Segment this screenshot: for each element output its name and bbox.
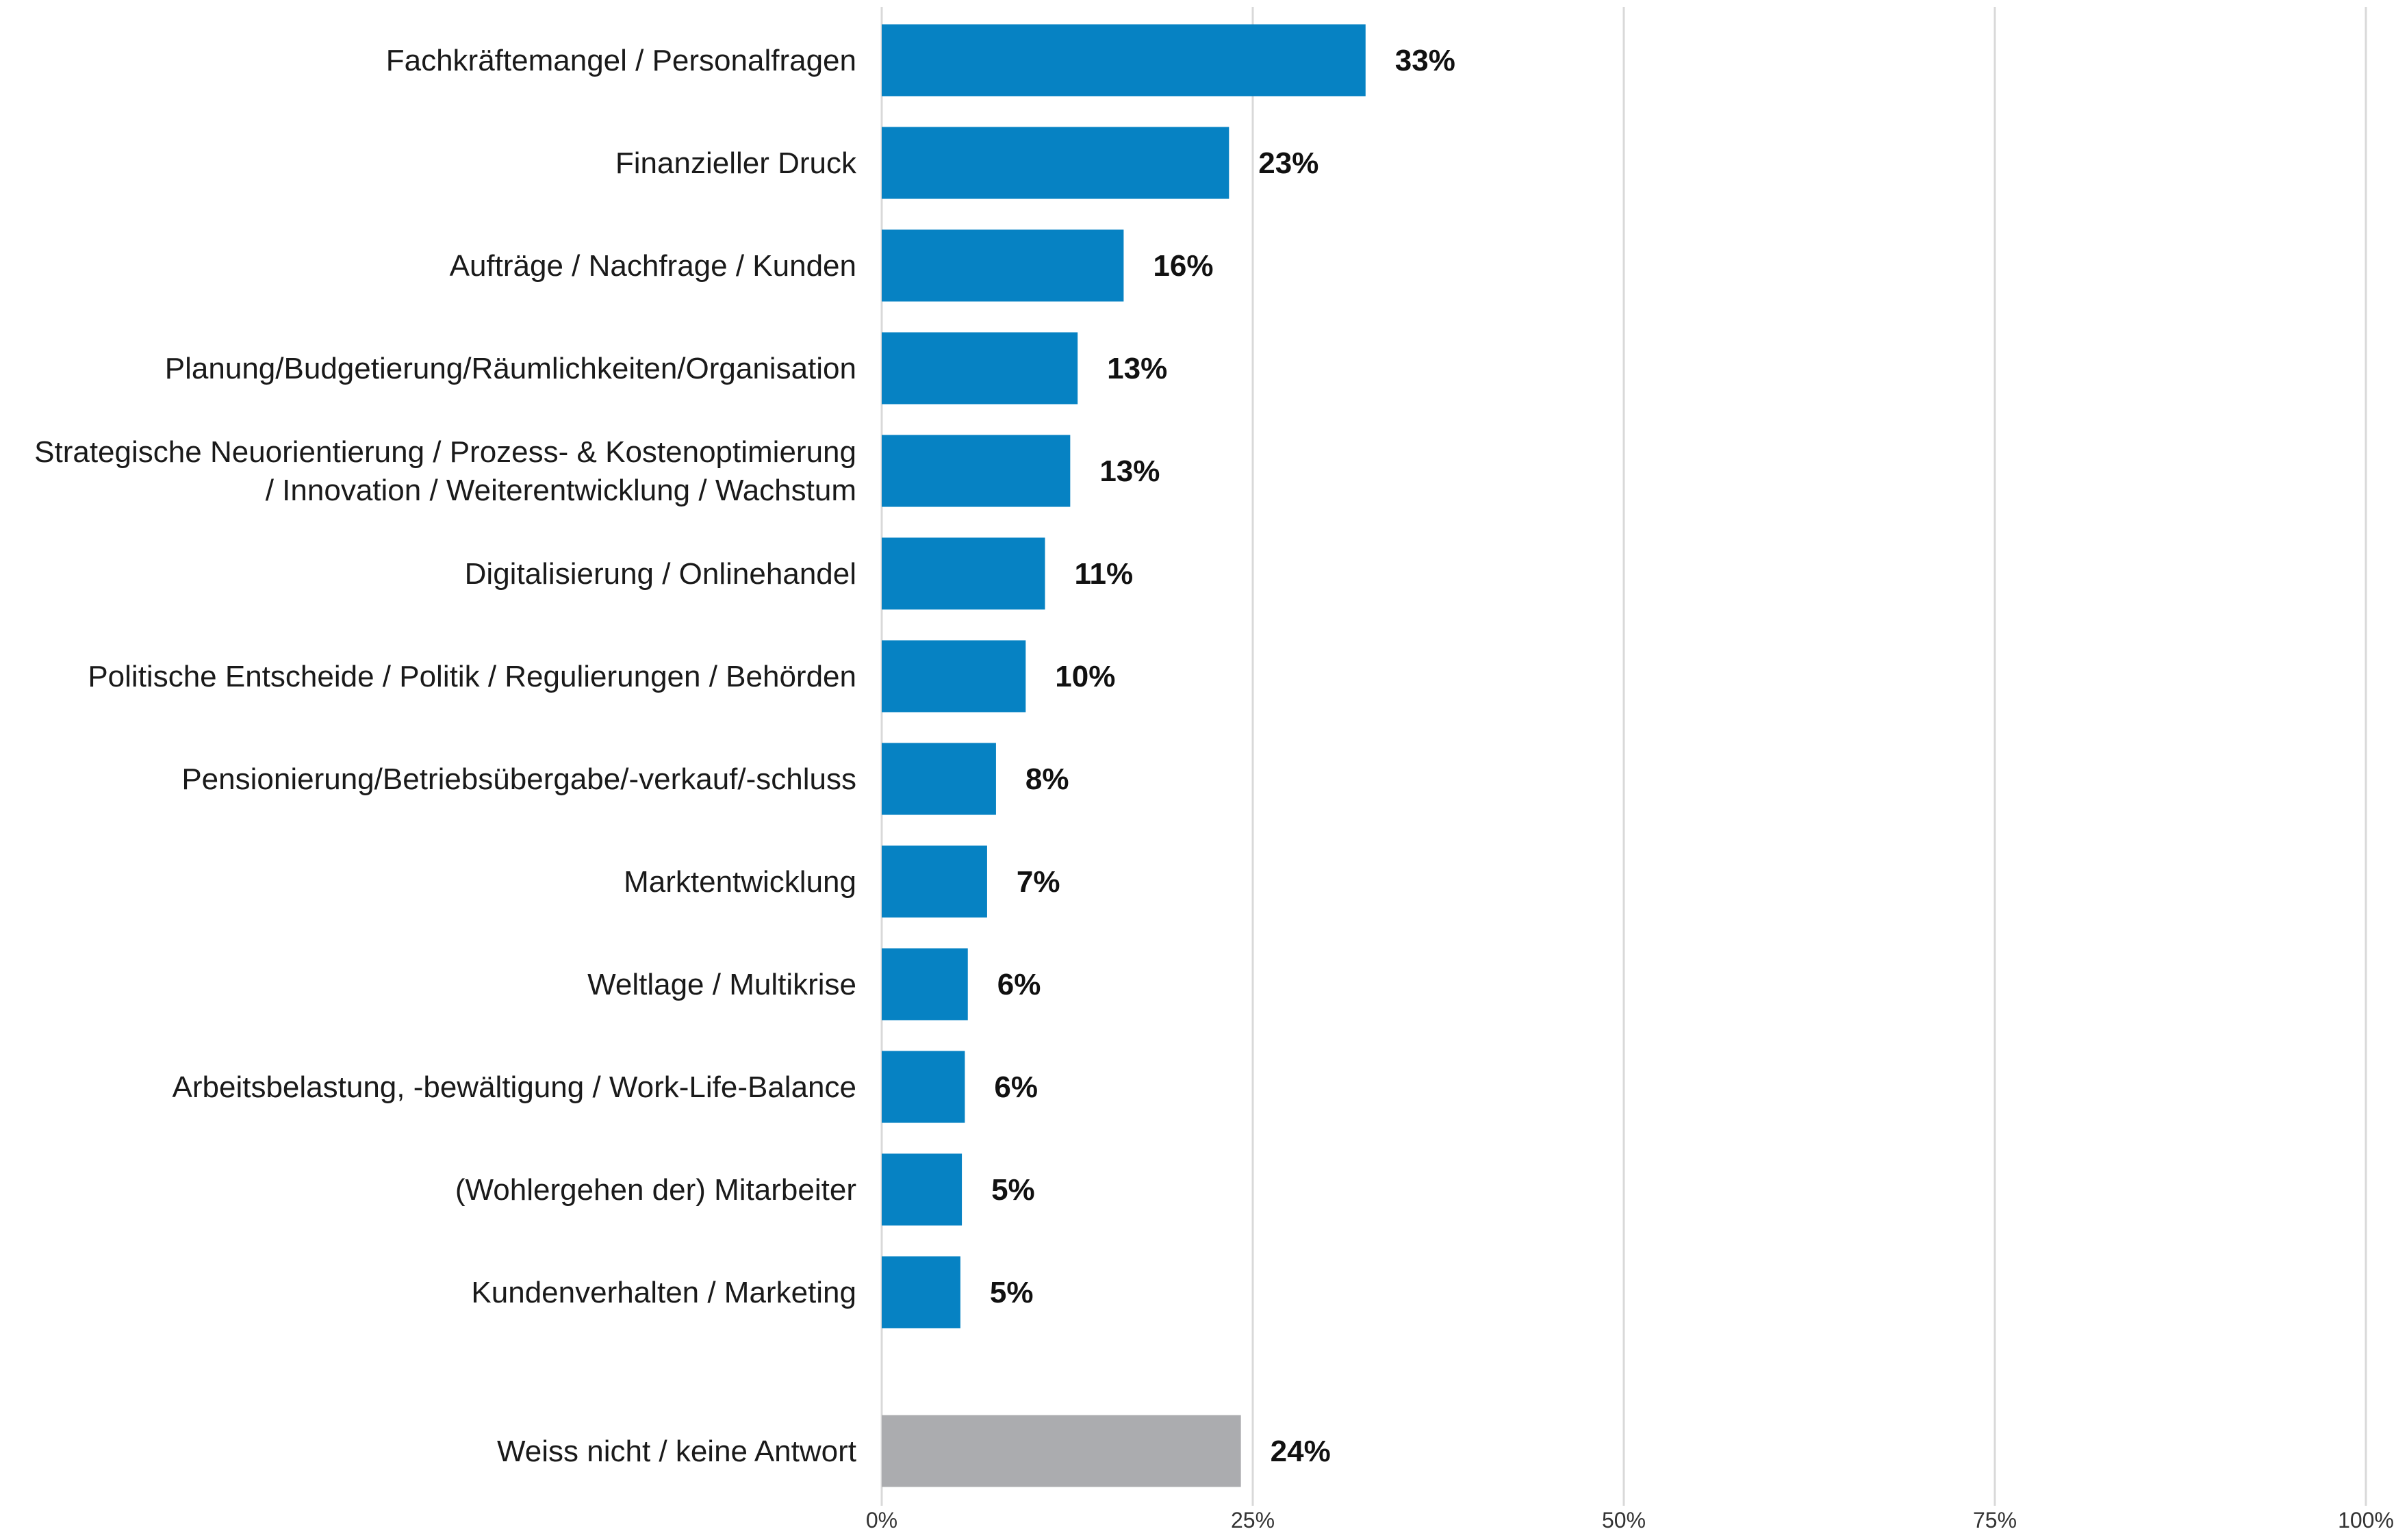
bar xyxy=(882,24,1366,97)
x-tick-label: 25% xyxy=(1231,1508,1275,1532)
bar xyxy=(882,229,1124,302)
bar xyxy=(882,640,1026,713)
bar xyxy=(882,1051,965,1123)
bar-no-answer xyxy=(882,1415,1241,1487)
value-labels: 33% 23% 16% 13% 13% 11% 10% 8% 7% 6% 6% 5% 5% 24% xyxy=(990,44,1455,1468)
category-label: (Wohlergehen der) Mitarbeiter xyxy=(455,1173,856,1207)
x-axis-ticks: 0% 25% 50% 75% 100% xyxy=(866,1508,2394,1532)
bar xyxy=(882,127,1229,199)
value-label: 6% xyxy=(997,968,1041,1001)
value-label: 6% xyxy=(994,1070,1038,1104)
gridlines xyxy=(880,7,2367,1506)
value-label: 16% xyxy=(1153,249,1213,283)
value-label: 13% xyxy=(1099,454,1160,488)
category-label: Weiss nicht / keine Antwort xyxy=(497,1435,856,1468)
bar xyxy=(882,1256,960,1329)
bar xyxy=(882,435,1071,507)
category-label: Aufträge / Nachfrage / Kunden xyxy=(450,249,856,283)
category-label: Strategische Neuorientierung / Prozess- … xyxy=(34,435,856,507)
value-label: 24% xyxy=(1271,1435,1331,1468)
value-label: 8% xyxy=(1025,762,1069,796)
bar xyxy=(882,1153,963,1226)
x-tick-label: 75% xyxy=(1973,1508,2017,1532)
value-label: 23% xyxy=(1258,146,1318,180)
category-label: Politische Entscheide / Politik / Reguli… xyxy=(88,660,856,693)
category-label: Marktentwicklung xyxy=(624,865,856,899)
bar xyxy=(882,537,1045,610)
bar xyxy=(882,332,1078,405)
category-label: Fachkräftemangel / Personalfragen xyxy=(386,44,856,77)
bar xyxy=(882,948,968,1021)
x-tick-label: 50% xyxy=(1602,1508,1646,1532)
bar xyxy=(882,845,987,918)
value-label: 11% xyxy=(1074,557,1133,591)
x-tick-label: 0% xyxy=(866,1508,897,1532)
value-label: 33% xyxy=(1395,44,1455,77)
value-label: 5% xyxy=(990,1276,1034,1309)
category-label: Finanzieller Druck xyxy=(615,146,857,180)
value-label: 7% xyxy=(1017,865,1060,899)
category-label: Planung/Budgetierung/Räumlichkeiten/Orga… xyxy=(165,352,856,385)
category-label: Digitalisierung / Onlinehandel xyxy=(465,557,856,591)
value-label: 13% xyxy=(1107,352,1167,385)
x-tick-label: 100% xyxy=(2338,1508,2394,1532)
category-label: Pensionierung/Betriebsübergabe/-verkauf/… xyxy=(181,762,856,796)
category-label: Kundenverhalten / Marketing xyxy=(471,1276,856,1309)
value-label: 10% xyxy=(1055,660,1115,693)
category-labels: Fachkräftemangel / Personalfragen Finanzi… xyxy=(34,44,857,1468)
bar xyxy=(882,743,996,815)
bars xyxy=(882,24,1366,1487)
value-label: 5% xyxy=(991,1173,1035,1207)
category-label: Weltlage / Multikrise xyxy=(587,968,856,1001)
category-label: Arbeitsbelastung, -bewältigung / Work-Li… xyxy=(173,1070,857,1104)
